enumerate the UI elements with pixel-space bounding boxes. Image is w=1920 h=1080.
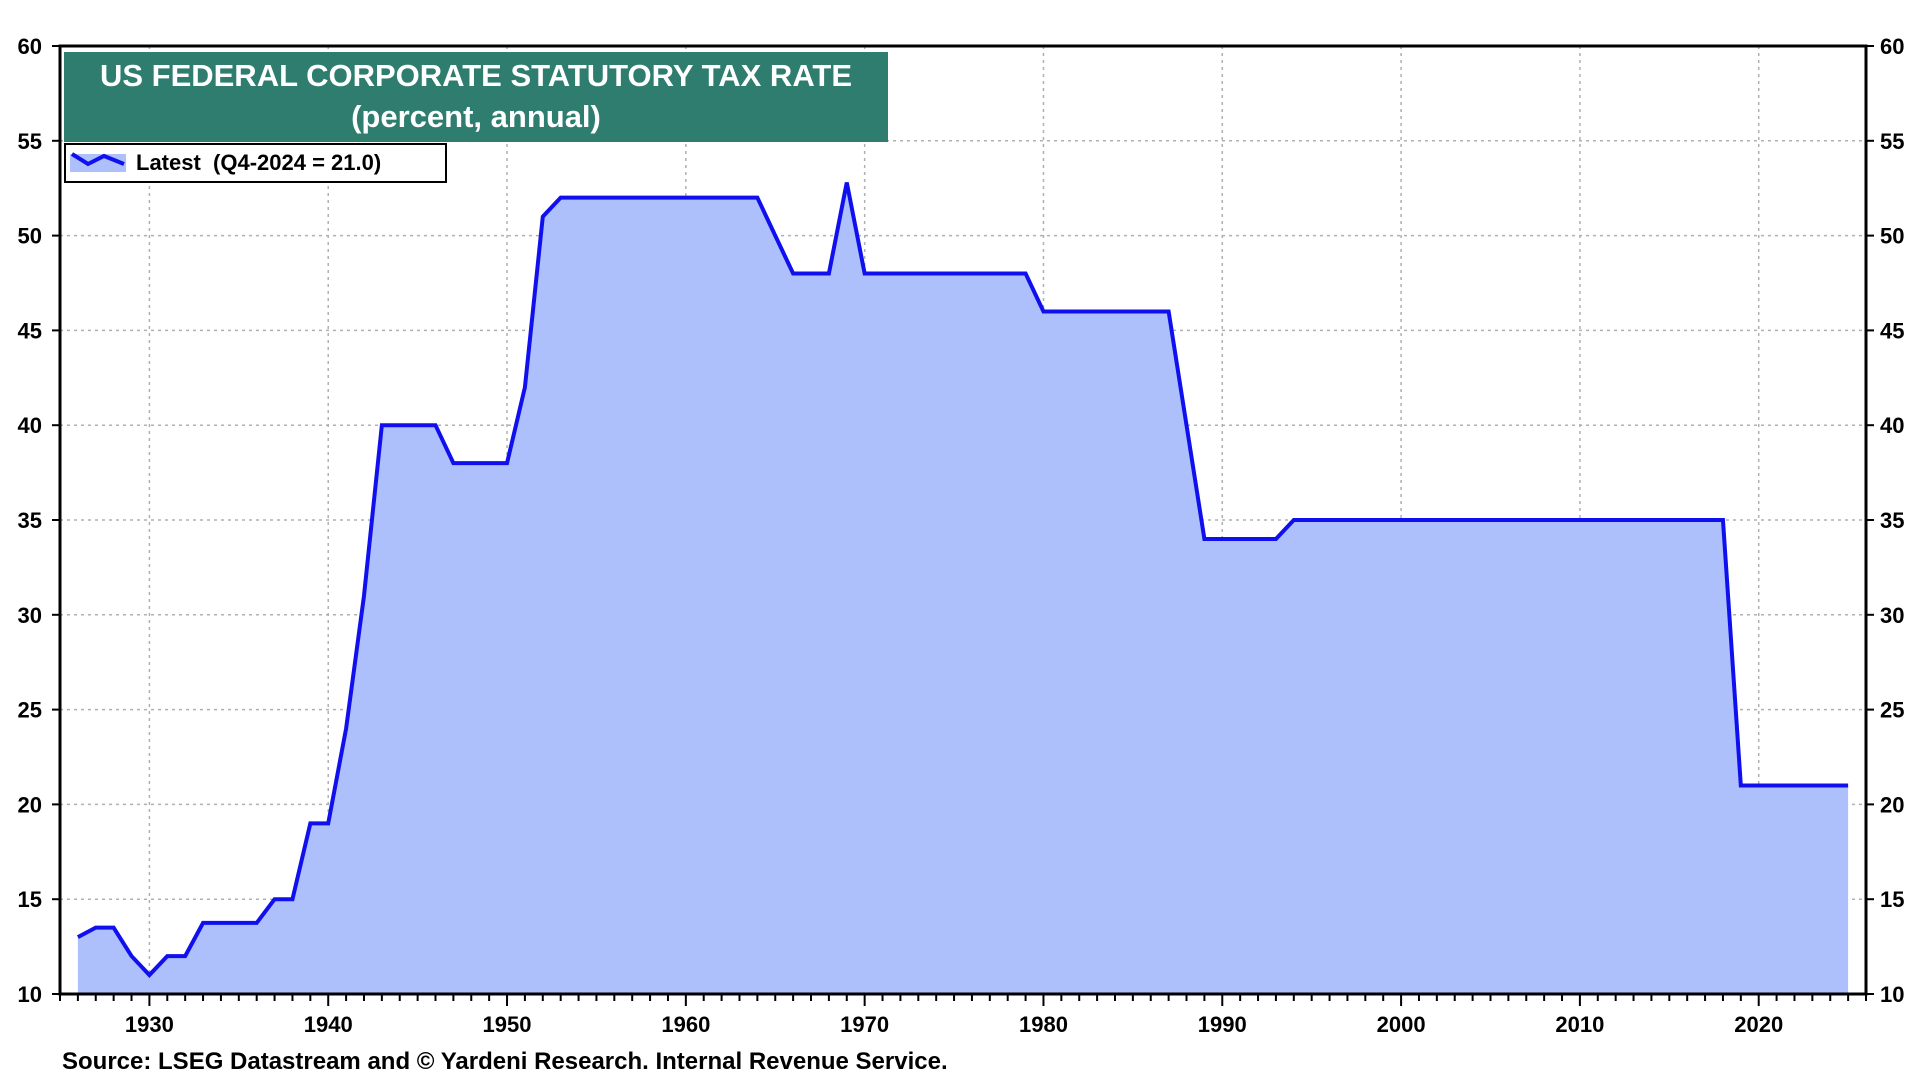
title-background (64, 52, 888, 142)
y-tick-label-right: 25 (1880, 698, 1904, 723)
y-tick-label-left: 55 (18, 129, 42, 154)
ticks-layer (52, 45, 1874, 1006)
y-tick-label-right: 40 (1880, 413, 1904, 438)
y-tick-label-right: 60 (1880, 34, 1904, 59)
y-tick-label-right: 10 (1880, 982, 1904, 1007)
y-tick-label-right: 50 (1880, 224, 1904, 249)
x-tick-label: 1930 (125, 1012, 174, 1037)
x-tick-label: 1940 (304, 1012, 353, 1037)
left-axis-labels: 10 15 20 25 30 35 40 45 50 55 60 (18, 34, 42, 1007)
area-layer (77, 182, 1849, 994)
line-swatch-icon (70, 152, 125, 167)
x-tick-label: 2020 (1734, 1012, 1783, 1037)
source-note: Source: LSEG Datastream and © Yardeni Re… (62, 1048, 948, 1075)
y-tick-label-left: 45 (18, 318, 42, 343)
y-tick-label-left: 50 (18, 224, 42, 249)
x-tick-label: 1950 (483, 1012, 532, 1037)
chart-subtitle: (percent, annual) (351, 99, 601, 134)
series-line (76, 182, 1849, 978)
right-axis-labels: 10 15 20 25 30 35 40 45 50 55 60 (1880, 34, 1904, 1007)
y-tick-label-left: 20 (18, 792, 42, 817)
series-area (77, 182, 1849, 994)
line-layer (76, 182, 1849, 978)
legend-box (64, 143, 447, 183)
x-tick-label: 1980 (1019, 1012, 1068, 1037)
x-tick-label: 1960 (661, 1012, 710, 1037)
x-tick-label: 1990 (1198, 1012, 1247, 1037)
y-tick-label-right: 45 (1880, 318, 1904, 343)
y-tick-label-left: 10 (18, 982, 42, 1007)
y-tick-label-right: 55 (1880, 129, 1904, 154)
title-box: US FEDERAL CORPORATE STATUTORY TAX RATE … (64, 52, 888, 142)
y-tick-label-left: 30 (18, 603, 42, 628)
y-tick-label-left: 40 (18, 413, 42, 438)
y-tick-label-left: 25 (18, 698, 42, 723)
chart-title: US FEDERAL CORPORATE STATUTORY TAX RATE (100, 58, 852, 93)
legend-label: Latest (Q4-2024 = 21.0) (136, 150, 381, 175)
x-tick-label: 2010 (1555, 1012, 1604, 1037)
x-axis-labels: 1930 1940 1950 1960 1970 1980 1990 2000 2010 2020 (125, 1012, 1783, 1037)
x-tick-label: 1970 (840, 1012, 889, 1037)
y-tick-label-left: 60 (18, 34, 42, 59)
y-tick-label-left: 35 (18, 508, 42, 533)
y-tick-label-left: 15 (18, 887, 42, 912)
y-tick-label-right: 30 (1880, 603, 1904, 628)
y-tick-label-right: 35 (1880, 508, 1904, 533)
y-tick-label-right: 15 (1880, 887, 1904, 912)
legend: Latest (Q4-2024 = 21.0) (64, 143, 447, 183)
y-tick-label-right: 20 (1880, 792, 1904, 817)
x-tick-label: 2000 (1377, 1012, 1426, 1037)
